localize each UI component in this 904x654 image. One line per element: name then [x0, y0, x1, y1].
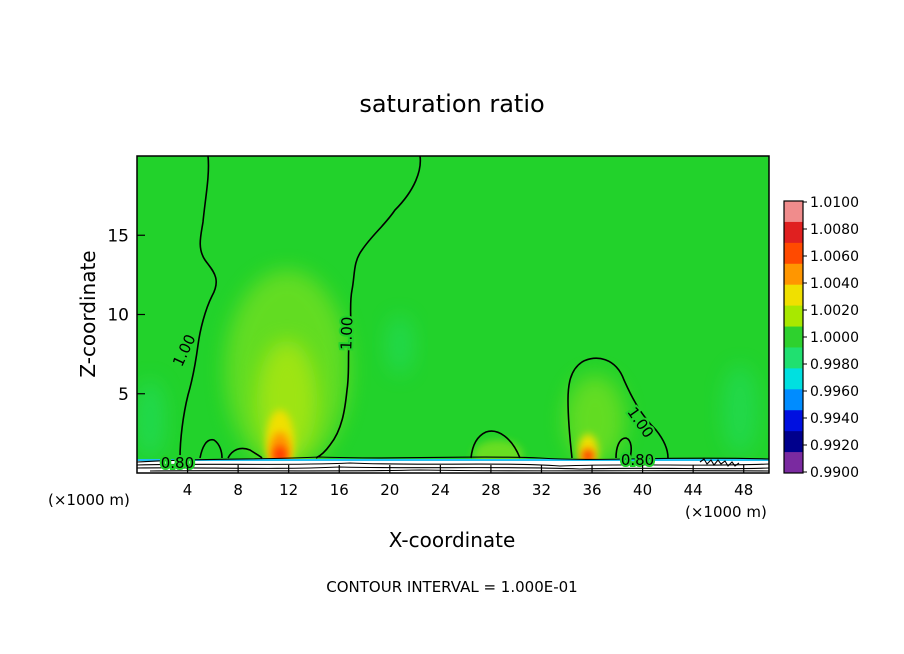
colorbar-label: 0.9980 [810, 357, 859, 373]
colorbar-label: 1.0040 [810, 276, 859, 292]
contour-label: 0.80 [161, 454, 194, 472]
x-tick-label: 16 [330, 481, 349, 499]
colorbar-swatch [784, 431, 803, 453]
surface-contour [137, 456, 769, 463]
contour-label: 0.80 [621, 451, 654, 469]
y-tick-label: 5 [118, 385, 129, 405]
y-axis-label: Z-coordinate [76, 250, 100, 377]
colorbar-label: 0.9900 [810, 465, 859, 481]
contour-small-bump [615, 437, 632, 459]
colorbar-swatch [784, 263, 803, 286]
colorbar-swatch [784, 201, 803, 223]
plot-area: 1.00 1.001.000.80 0.80 [137, 156, 769, 473]
x-tick-label: 36 [582, 481, 601, 499]
colorbar-label: 0.9940 [810, 411, 859, 427]
contour-lines [179, 156, 669, 459]
x-tick-label: 48 [734, 481, 753, 499]
colorbar-swatch [784, 368, 803, 390]
contour-small-bump [199, 438, 223, 459]
colorbar-label: 1.0060 [810, 249, 859, 265]
x-tick-label: 24 [431, 481, 450, 499]
colorbar-swatch [784, 452, 803, 474]
surface-white-band [137, 460, 769, 473]
x-unit-right: (×1000 m) [685, 503, 767, 521]
colorbar-label: 1.0020 [810, 303, 859, 319]
surface-layer [137, 456, 769, 473]
colorbar-label: 0.9920 [810, 438, 859, 454]
dry-patch [137, 380, 165, 460]
x-axis-label: X-coordinate [389, 528, 516, 552]
y-tick-label: 15 [107, 226, 129, 246]
colorbar-swatch [784, 410, 803, 432]
x-tick-label: 40 [633, 481, 652, 499]
colorbar-label: 0.9960 [810, 384, 859, 400]
colorbar-swatch [784, 284, 803, 307]
dry-patch [386, 315, 414, 375]
colorbar-label: 1.0080 [810, 222, 859, 238]
surface-contour [137, 466, 769, 470]
y-axis: 5 10 15 [107, 226, 145, 405]
surface-contour [149, 469, 769, 472]
colorbar-swatch [784, 221, 803, 244]
contour-label: 1.00 [337, 316, 356, 350]
colorbar-label: 1.0100 [810, 195, 859, 211]
field-background [137, 156, 769, 473]
contour-interval-note: CONTOUR INTERVAL = 1.000E-01 [326, 578, 577, 596]
x-tick-label: 20 [380, 481, 399, 499]
contour-1-00-right [567, 357, 669, 459]
contour-small-bump [470, 430, 521, 459]
chart-title: saturation ratio [359, 90, 544, 118]
contour-small-bump [227, 447, 263, 459]
colorbar-swatch [784, 326, 803, 348]
x-tick-label: 12 [279, 481, 298, 499]
x-tick-label: 44 [684, 481, 703, 499]
colorbar-swatch [784, 389, 803, 411]
colorbar-swatch [784, 305, 803, 328]
x-tick-label: 4 [183, 481, 193, 499]
x-tick-label: 8 [233, 481, 243, 499]
colorbar-swatch [784, 347, 803, 369]
colorbar: 1.0100 1.0080 1.0060 1.0040 1.0020 1.0000 0.99… [783, 195, 859, 481]
surface-contour [137, 462, 769, 467]
surface-wiggle [699, 458, 740, 467]
dry-patch [722, 365, 758, 455]
y-tick-label: 10 [107, 306, 129, 326]
x-unit-left: (×1000 m) [48, 491, 130, 509]
contour-1-00-left [179, 156, 217, 459]
colorbar-label: 1.0000 [810, 330, 859, 346]
x-tick-label: 32 [532, 481, 551, 499]
x-tick-label: 28 [481, 481, 500, 499]
contour-1-00-middle [315, 156, 422, 459]
x-axis: 4 8 12 16 20 24 28 32 36 40 44 48 [183, 465, 753, 499]
colorbar-swatch [784, 242, 803, 265]
